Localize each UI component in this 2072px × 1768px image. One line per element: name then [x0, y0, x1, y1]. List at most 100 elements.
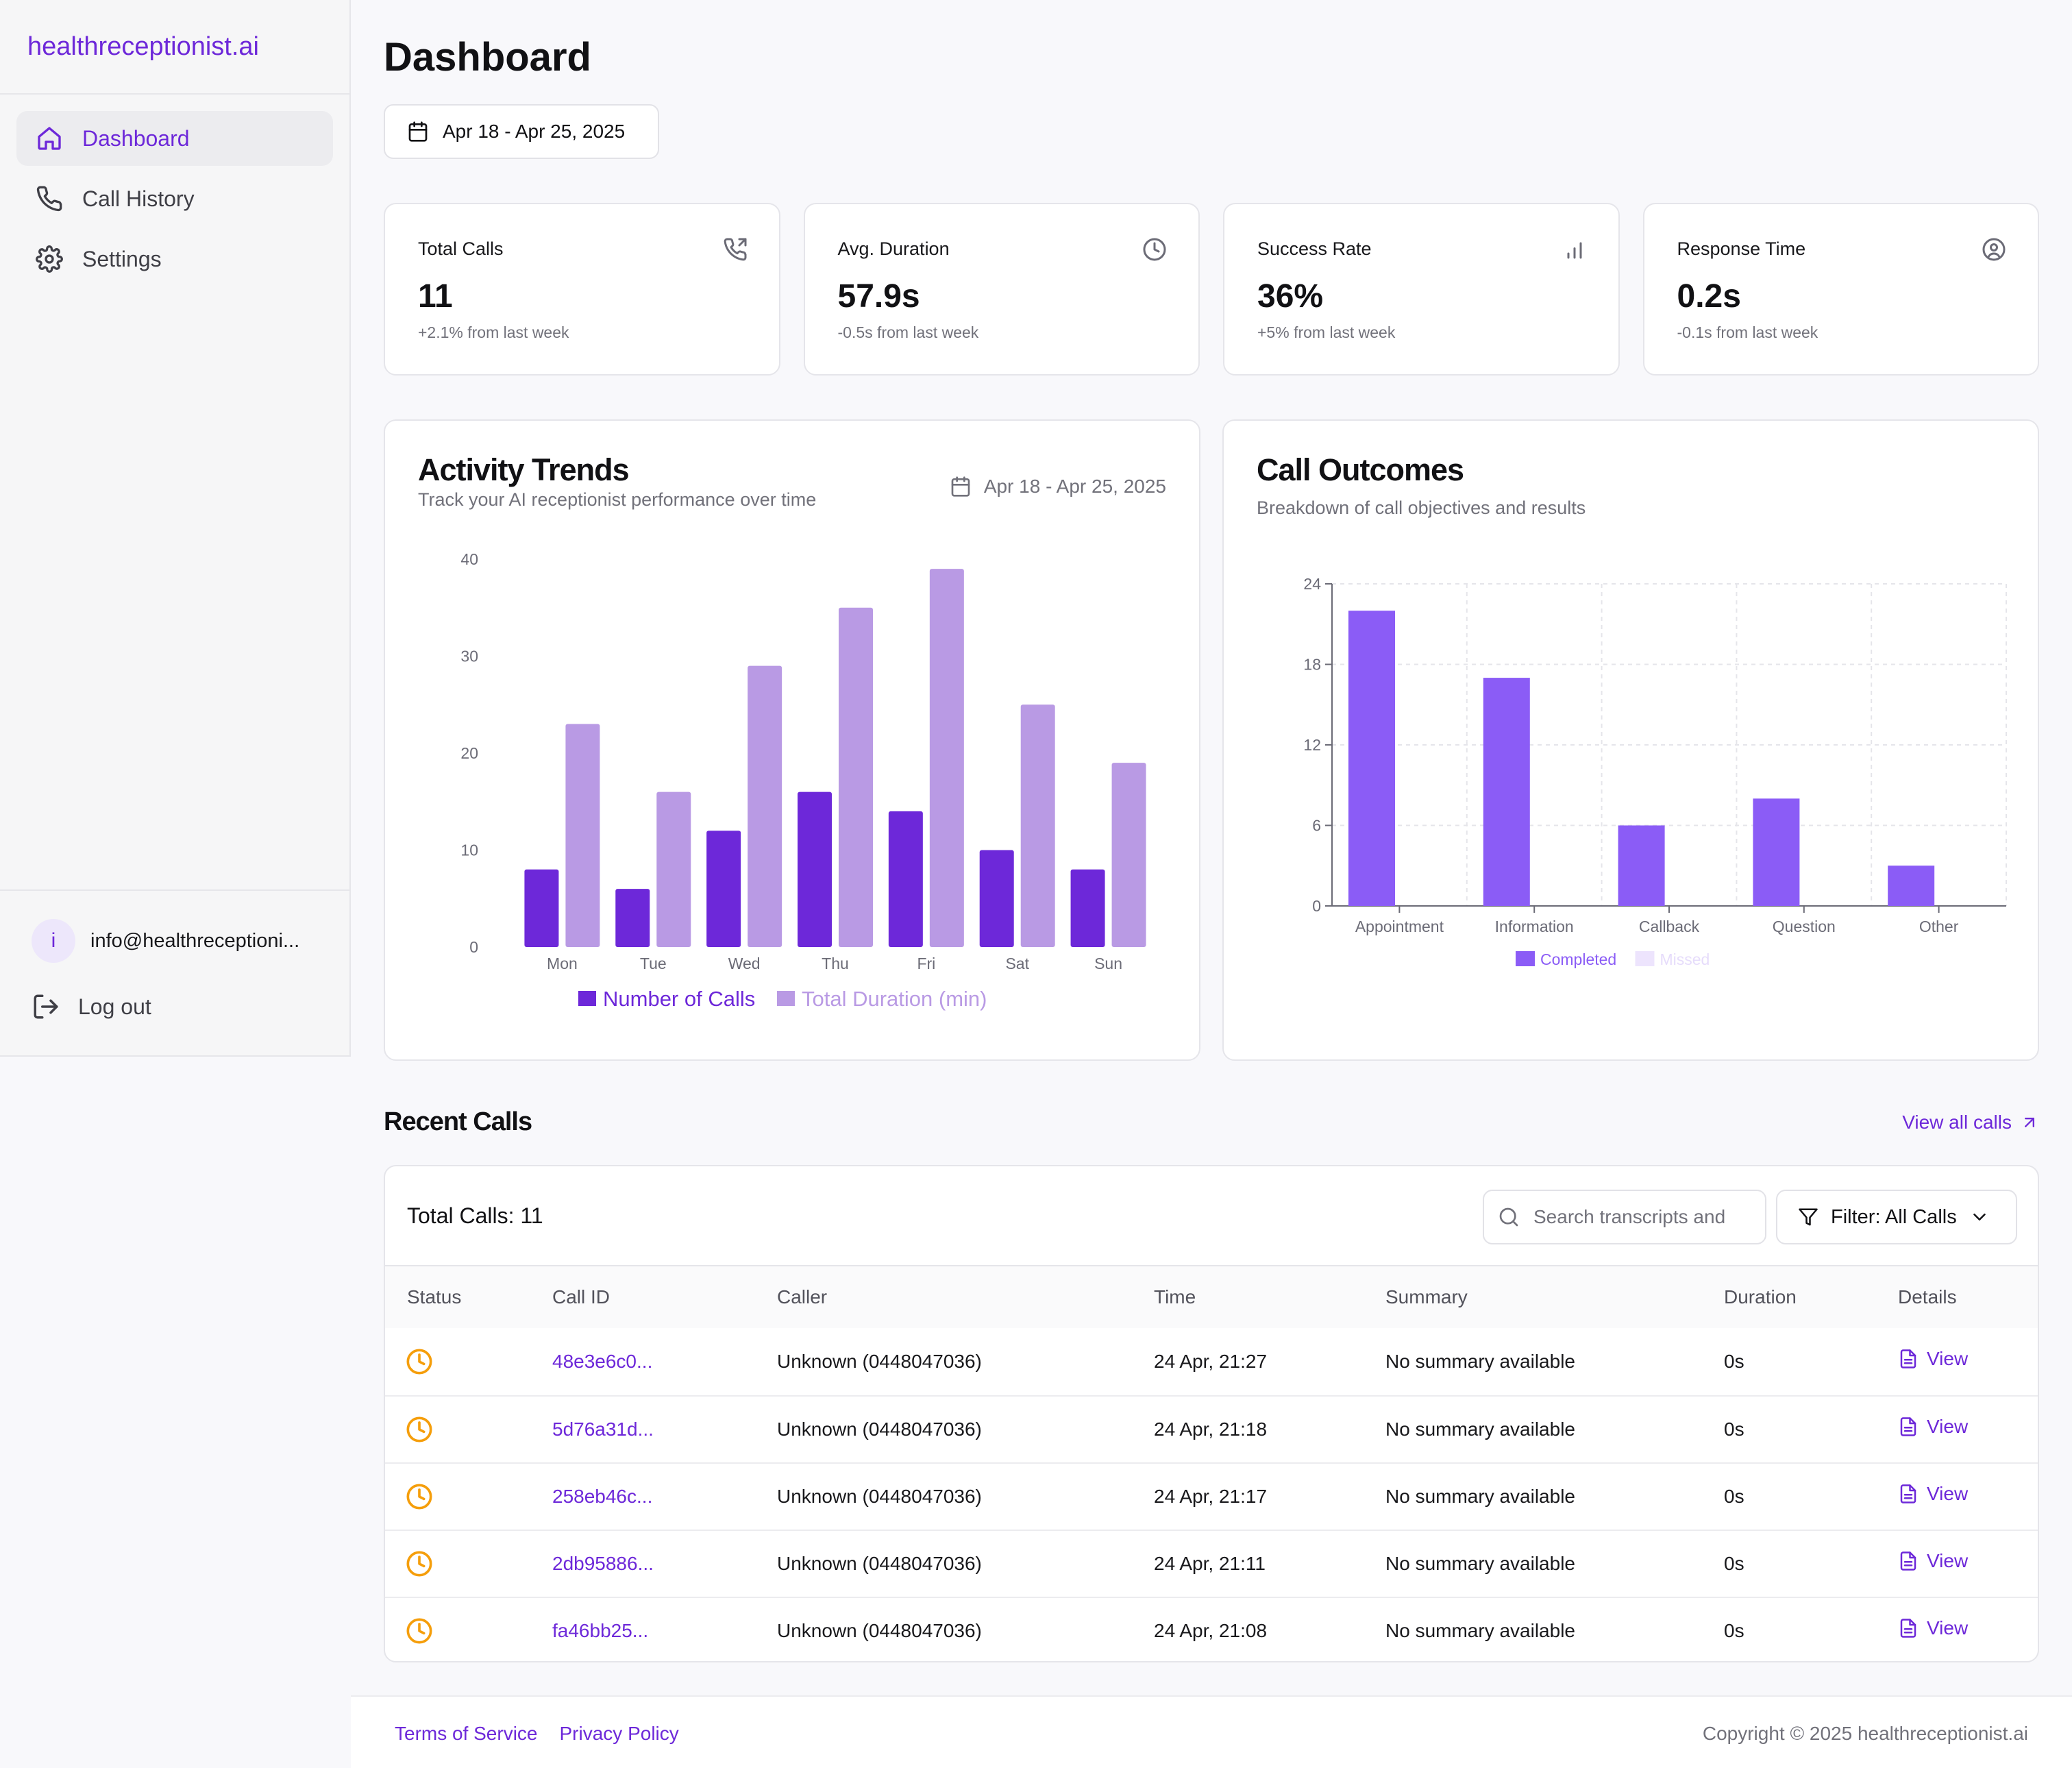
- bar-completed: [1753, 798, 1800, 906]
- file-text-icon: [1900, 1349, 1916, 1368]
- sidebar-item-label: Dashboard: [82, 125, 190, 151]
- caller-cell: Unknown (0448047036): [777, 1351, 982, 1372]
- bar-completed: [1618, 825, 1665, 906]
- view-all-label: View all calls: [1902, 1112, 2012, 1133]
- y-tick-label: 30: [460, 648, 478, 665]
- y-tick-label: 0: [1312, 897, 1321, 915]
- stat-card-response-time: Response Time 0.2s -0.1s from last week: [1642, 203, 2039, 376]
- column-header-call-id[interactable]: Call ID: [552, 1286, 610, 1307]
- table-row[interactable]: 48e3e6c0... Unknown (0448047036) 24 Apr, 2…: [385, 1328, 2038, 1395]
- caller-cell: Unknown (0448047036): [777, 1419, 982, 1440]
- terms-link[interactable]: Terms of Service: [395, 1723, 538, 1744]
- view-label: View: [1927, 1617, 1969, 1638]
- arrow-up-right-icon: [2025, 1118, 2034, 1127]
- view-label: View: [1927, 1483, 1969, 1504]
- legend-swatch: [578, 991, 596, 1006]
- status-cell: [406, 1617, 433, 1645]
- summary-cell: No summary available: [1385, 1553, 1575, 1574]
- logout-button[interactable]: Log out: [16, 992, 333, 1021]
- x-tick-label: Wed: [728, 955, 761, 972]
- time-cell: 24 Apr, 21:08: [1154, 1620, 1268, 1641]
- view-details-link[interactable]: View: [1898, 1617, 1968, 1639]
- column-header-summary[interactable]: Summary: [1385, 1286, 1468, 1307]
- logout-icon: [34, 994, 58, 1019]
- privacy-link[interactable]: Privacy Policy: [559, 1723, 679, 1744]
- stat-card-avg-duration: Avg. Duration 57.9s -0.5s from last week: [803, 203, 1200, 376]
- user-account[interactable]: i info@healthreceptioni...: [16, 917, 333, 965]
- bar-completed: [1483, 678, 1530, 906]
- sidebar-item-call-history[interactable]: Call History: [16, 171, 333, 226]
- table-row[interactable]: 5d76a31d... Unknown (0448047036) 24 Apr, 2…: [385, 1395, 2038, 1462]
- calendar-icon: [951, 476, 970, 497]
- stats-row: Total Calls 11 +2.1% from last week Avg.…: [384, 203, 2039, 376]
- file-text-icon: [1900, 1417, 1916, 1436]
- file-text-icon: [1900, 1551, 1916, 1571]
- column-header-time[interactable]: Time: [1154, 1286, 1196, 1307]
- call-outcomes-subtitle: Breakdown of call objectives and results: [1257, 498, 1586, 518]
- column-header-status[interactable]: Status: [407, 1286, 462, 1307]
- duration-cell: 0s: [1724, 1620, 1744, 1641]
- sidebar-item-dashboard[interactable]: Dashboard: [16, 111, 333, 166]
- x-tick-label: Appointment: [1355, 918, 1444, 935]
- x-tick-label: Sat: [1005, 955, 1029, 972]
- column-header-duration[interactable]: Duration: [1724, 1286, 1797, 1307]
- table-row[interactable]: fa46bb25... Unknown (0448047036) 24 Apr, 2…: [385, 1597, 2038, 1661]
- column-header-caller[interactable]: Caller: [777, 1286, 828, 1307]
- bar-completed: [1888, 865, 1935, 906]
- time-cell: 24 Apr, 21:27: [1154, 1351, 1268, 1372]
- call-id-link[interactable]: 258eb46c...: [552, 1486, 653, 1507]
- legend-swatch: [1635, 951, 1655, 966]
- stat-value: 36%: [1257, 278, 1324, 315]
- sidebar-item-label: Settings: [82, 246, 162, 271]
- stat-value: 11: [418, 278, 453, 315]
- call-id-link[interactable]: fa46bb25...: [552, 1620, 649, 1641]
- bar-total-duration-min-: [748, 665, 782, 947]
- activity-date-range[interactable]: Apr 18 - Apr 25, 2025: [950, 476, 1166, 498]
- column-header-details[interactable]: Details: [1898, 1286, 1957, 1307]
- view-details-link[interactable]: View: [1898, 1416, 1968, 1438]
- status-cell: [406, 1550, 433, 1577]
- summary-cell: No summary available: [1385, 1620, 1575, 1641]
- call-id-link[interactable]: 5d76a31d...: [552, 1419, 654, 1440]
- calendar-icon: [408, 121, 428, 142]
- view-details-link[interactable]: View: [1898, 1550, 1968, 1572]
- summary-cell: No summary available: [1385, 1486, 1575, 1507]
- y-tick-label: 6: [1312, 817, 1321, 835]
- duration-cell: 0s: [1724, 1553, 1744, 1574]
- duration-cell: 0s: [1724, 1351, 1744, 1372]
- call-id-link[interactable]: 48e3e6c0...: [552, 1351, 653, 1372]
- sidebar-item-settings[interactable]: Settings: [16, 232, 333, 286]
- search-field[interactable]: [1483, 1190, 1766, 1244]
- copyright: Copyright © 2025 healthreceptionist.ai: [1702, 1723, 2028, 1744]
- sidebar-footer: i info@healthreceptioni... Log out: [0, 889, 349, 1021]
- x-tick-label: Fri: [917, 955, 935, 972]
- search-input[interactable]: [1533, 1206, 1739, 1228]
- view-details-link[interactable]: View: [1898, 1483, 1968, 1505]
- call-id-link[interactable]: 2db95886...: [552, 1553, 654, 1574]
- filter-dropdown[interactable]: Filter: All Calls: [1776, 1190, 2017, 1244]
- caller-cell: Unknown (0448047036): [777, 1486, 982, 1507]
- sidebar-item-label: Call History: [82, 186, 195, 211]
- table-row[interactable]: 258eb46c... Unknown (0448047036) 24 Apr, 2…: [385, 1462, 2038, 1530]
- x-tick-label: Mon: [547, 955, 578, 972]
- gear-icon: [36, 245, 63, 273]
- sidebar: healthreceptionist.ai Dashboard Call His…: [0, 0, 351, 1057]
- bar-number-of-calls: [524, 869, 559, 947]
- table-header: Status Call ID Caller Time Summary Durat…: [385, 1266, 2038, 1328]
- status-cell: [406, 1348, 433, 1375]
- view-details-link[interactable]: View: [1898, 1348, 1968, 1370]
- view-all-calls-link[interactable]: View all calls: [1902, 1112, 2039, 1133]
- legend-label: Missed: [1660, 950, 1710, 968]
- caller-cell: Unknown (0448047036): [777, 1620, 982, 1641]
- brand-logo[interactable]: healthreceptionist.ai: [0, 0, 349, 95]
- view-label: View: [1927, 1550, 1969, 1571]
- x-tick-label: Information: [1495, 918, 1574, 935]
- stat-delta: +2.1% from last week: [418, 323, 569, 341]
- date-range-picker[interactable]: Apr 18 - Apr 25, 2025: [384, 104, 659, 159]
- activity-trends-chart: 0 10 20 30 40 Mon Tue Wed Thu Fri Sat Sun Number of …: [460, 550, 1146, 1011]
- legend-label: Completed: [1540, 950, 1616, 968]
- table-row[interactable]: 2db95886... Unknown (0448047036) 24 Apr, 2…: [385, 1530, 2038, 1597]
- clock-icon: [406, 1551, 432, 1577]
- date-range-label: Apr 18 - Apr 25, 2025: [443, 121, 626, 142]
- time-cell: 24 Apr, 21:17: [1154, 1486, 1268, 1507]
